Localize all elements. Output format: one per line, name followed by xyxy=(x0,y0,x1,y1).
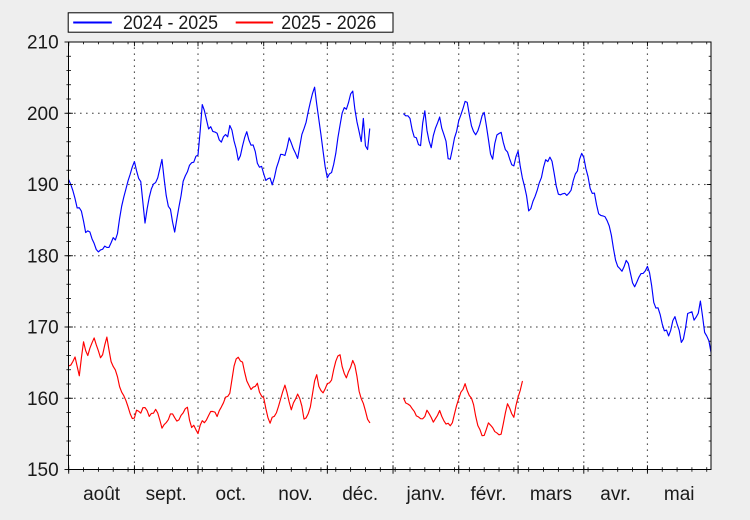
svg-text:170: 170 xyxy=(27,318,59,339)
svg-text:2024 - 2025: 2024 - 2025 xyxy=(123,13,218,34)
svg-text:août: août xyxy=(83,484,121,505)
svg-text:150: 150 xyxy=(27,460,59,481)
svg-text:210: 210 xyxy=(27,33,59,54)
svg-text:oct.: oct. xyxy=(216,484,247,505)
svg-text:sept.: sept. xyxy=(146,484,187,505)
svg-text:mars: mars xyxy=(530,484,572,505)
svg-text:mai: mai xyxy=(664,484,695,505)
svg-text:févr.: févr. xyxy=(470,484,506,505)
svg-text:200: 200 xyxy=(27,104,59,125)
svg-text:160: 160 xyxy=(27,389,59,410)
svg-text:déc.: déc. xyxy=(342,484,378,505)
svg-text:janv.: janv. xyxy=(406,484,446,505)
svg-text:avr.: avr. xyxy=(600,484,631,505)
svg-text:190: 190 xyxy=(27,175,59,196)
svg-text:2025 - 2026: 2025 - 2026 xyxy=(281,13,376,34)
svg-text:180: 180 xyxy=(27,246,59,267)
svg-text:nov.: nov. xyxy=(278,484,313,505)
